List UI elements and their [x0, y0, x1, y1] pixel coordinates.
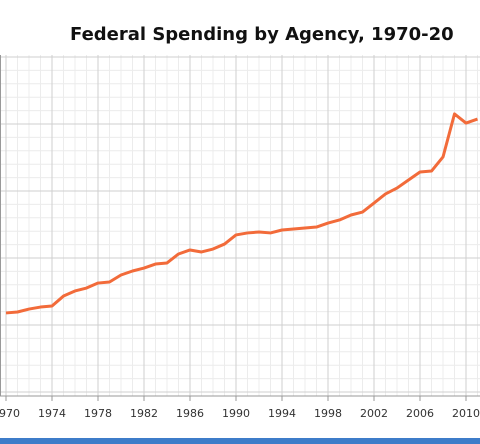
x-tick-label: 1982: [130, 407, 158, 420]
x-tick-label: 1978: [84, 407, 112, 420]
x-tick-label: 2010: [452, 407, 480, 420]
chart-title: Federal Spending by Agency, 1970-20: [70, 24, 454, 45]
x-tick-label: 1990: [222, 407, 250, 420]
line: [5, 112, 478, 315]
plot: [5, 112, 478, 401]
x-tick-label: 2002: [360, 407, 388, 420]
x-tick-label: 1986: [176, 407, 204, 420]
x-tick-label: 1974: [38, 407, 66, 420]
x-tick-label: 1970: [0, 407, 20, 420]
bottom-bar: [0, 438, 480, 444]
x-tick-label: 2006: [406, 407, 434, 420]
x-tick-label: 1994: [268, 407, 296, 420]
x-tick-label: 1998: [314, 407, 342, 420]
grid: [0, 55, 480, 396]
